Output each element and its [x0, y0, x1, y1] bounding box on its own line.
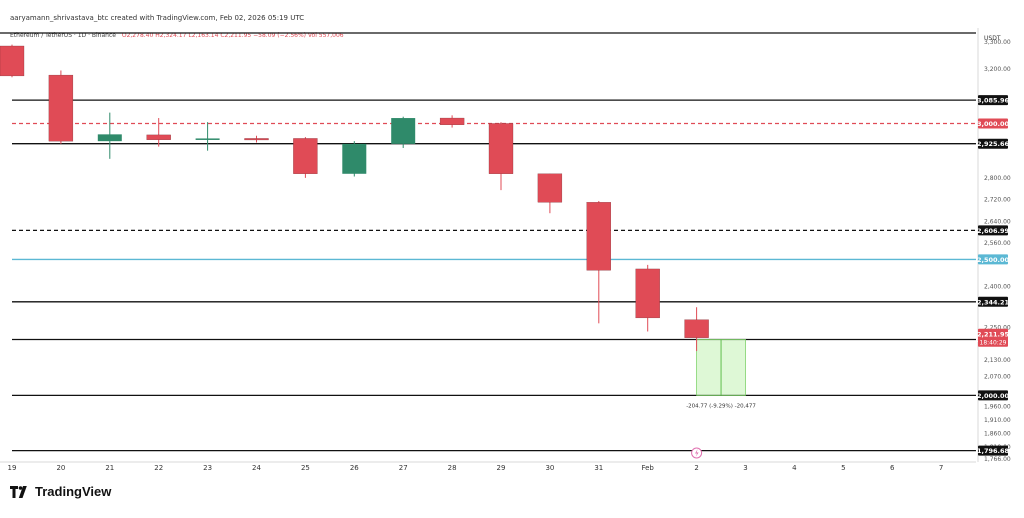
symbol-name[interactable]: Ethereum / TetherUS · 1D · Binance — [10, 32, 116, 39]
x-tick-label: 22 — [154, 464, 163, 472]
x-tick-label: 3 — [743, 464, 747, 472]
candle-body[interactable] — [537, 173, 563, 203]
y-tick-label: 3,200.00 — [984, 66, 1011, 73]
x-tick-label: 19 — [8, 464, 17, 472]
current-price-label: 2,211.95 — [977, 330, 1010, 338]
candle-body[interactable] — [586, 202, 611, 271]
measure-label: -204.77 (-9.29%) -20,477 — [686, 403, 756, 409]
ohlc-values: O2,278.40 H2,324.17 L2,163.14 C2,211.95 … — [121, 32, 344, 39]
candle-body[interactable] — [244, 138, 269, 141]
candle-body[interactable] — [342, 143, 367, 174]
candle-body[interactable] — [195, 138, 220, 140]
candle-body[interactable] — [48, 74, 74, 142]
candle-body[interactable] — [293, 138, 318, 174]
y-tick-label: 2,720.00 — [984, 197, 1011, 204]
level-badge — [978, 445, 1008, 456]
x-tick-label: 4 — [792, 464, 797, 472]
lightning-icon — [695, 449, 699, 457]
candle-body[interactable] — [488, 123, 514, 174]
candle-body[interactable] — [635, 268, 660, 319]
candle-body[interactable] — [0, 45, 25, 77]
level-badge-label: 2,000.00 — [977, 392, 1010, 400]
y-tick-label: 2,560.00 — [984, 240, 1011, 247]
level-badge-label: 2,925.66 — [977, 140, 1010, 148]
y-tick-label: 1,860.00 — [984, 430, 1011, 437]
level-badge — [978, 118, 1008, 129]
x-tick-label: 5 — [841, 464, 845, 472]
y-tick-label: 1,960.00 — [984, 403, 1011, 410]
level-badge — [978, 95, 1008, 106]
y-tick-label: 1,910.00 — [984, 417, 1011, 424]
level-badge-label: 3,085.96 — [977, 97, 1010, 105]
symbol-legend: Ethereum / TetherUS · 1D · Binance O2,27… — [10, 32, 344, 39]
tradingview-logo-icon — [10, 485, 27, 498]
level-badge-label: 2,606.99 — [977, 227, 1010, 235]
level-badge-label: 1,796.68 — [977, 447, 1010, 455]
x-tick-label: 2 — [694, 464, 698, 472]
x-tick-label: 7 — [939, 464, 943, 472]
x-tick-label: 28 — [448, 464, 457, 472]
y-tick-label: 2,640.00 — [984, 218, 1011, 225]
level-badge — [978, 296, 1008, 307]
x-tick-label: Feb — [641, 464, 654, 472]
tradingview-brand[interactable]: TradingView — [10, 484, 111, 499]
level-badge-label: 2,344.21 — [977, 298, 1010, 306]
chart-attribution: aaryamann_shrivastava_btc created with T… — [10, 14, 305, 22]
candles — [0, 44, 709, 352]
x-tick-label: 31 — [594, 464, 603, 472]
candle-body[interactable] — [439, 117, 465, 125]
level-badge — [978, 390, 1008, 401]
level-badge-label: 2,500.00 — [977, 256, 1010, 264]
x-tick-label: 29 — [497, 464, 506, 472]
candle-body[interactable] — [146, 134, 171, 140]
x-tick-label: 23 — [203, 464, 212, 472]
y-tick-label: 2,250.00 — [984, 324, 1011, 331]
candle-countdown-label: 18:40:29 — [980, 339, 1007, 346]
x-tick-label: 26 — [350, 464, 359, 472]
x-tick-label: 6 — [890, 464, 895, 472]
candle-body[interactable] — [391, 118, 416, 144]
y-tick-label: 2,130.00 — [984, 357, 1011, 364]
level-badge — [978, 225, 1008, 236]
y-tick-label: 2,400.00 — [984, 284, 1011, 291]
x-tick-label: 24 — [252, 464, 261, 472]
candle-body[interactable] — [97, 134, 122, 142]
level-badge-label: 3,000.00 — [977, 120, 1010, 128]
y-tick-label: 3,300.00 — [984, 39, 1011, 46]
current-price-badge — [978, 328, 1008, 347]
candle-body[interactable] — [684, 319, 709, 338]
level-badge — [978, 138, 1008, 149]
y-tick-label: 2,070.00 — [984, 373, 1011, 380]
axis-unit-label: USDT — [984, 35, 1001, 42]
x-tick-label: 27 — [399, 464, 408, 472]
axes — [0, 28, 979, 463]
measure-tool: -204.77 (-9.29%) -20,477 — [686, 339, 756, 409]
brand-name: TradingView — [35, 484, 112, 499]
y-tick-label: 1,766.00 — [984, 456, 1011, 463]
level-badge — [978, 254, 1008, 265]
x-tick-label: 21 — [105, 464, 114, 472]
x-tick-label: 30 — [545, 464, 554, 472]
x-tick-label: 20 — [56, 464, 65, 472]
y-tick-label: 2,800.00 — [984, 175, 1011, 182]
x-tick-label: 25 — [301, 464, 310, 472]
